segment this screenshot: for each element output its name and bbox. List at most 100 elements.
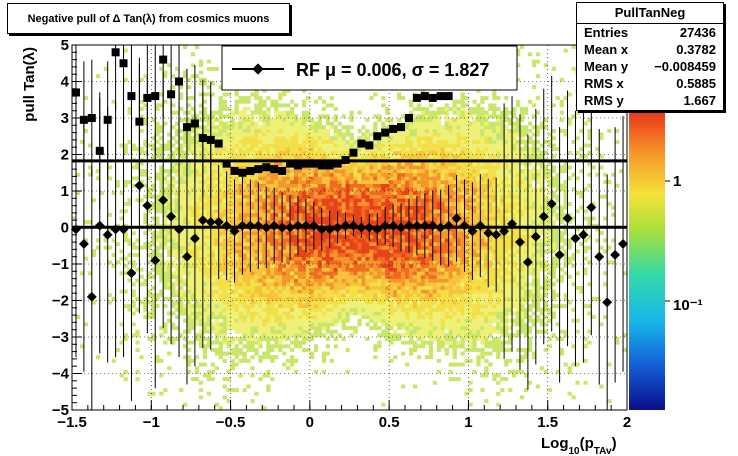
heat-cell: [222, 154, 227, 159]
heat-cell: [282, 274, 287, 279]
heat-cell: [238, 154, 243, 159]
heat-cell: [183, 289, 188, 294]
heat-cell: [373, 231, 378, 236]
heat-cell: [171, 234, 176, 239]
heat-cell: [186, 322, 192, 327]
heat-cell: [234, 201, 239, 206]
heat-cell: [143, 307, 148, 312]
heat-cell: [294, 326, 299, 330]
heat-cell: [274, 191, 279, 195]
heat-cell: [183, 212, 188, 217]
heat-cell: [123, 150, 128, 155]
heat-cell: [349, 231, 354, 236]
heat-cell: [155, 128, 160, 133]
heat-cell: [226, 351, 231, 356]
heat-cell: [420, 110, 426, 115]
heat-cell: [230, 282, 235, 287]
heat-cell: [436, 187, 441, 192]
heat-cell: [159, 136, 164, 141]
heat-cell: [325, 282, 330, 287]
heat-cell: [274, 154, 279, 159]
heat-cell: [286, 326, 291, 330]
heat-cell: [139, 169, 144, 174]
heat-cell: [163, 322, 168, 327]
heat-cell: [167, 318, 172, 323]
heat-cell: [250, 139, 255, 144]
heat-cell: [309, 147, 315, 152]
heat-cell: [389, 187, 394, 192]
heat-cell: [412, 329, 418, 334]
heat-cell: [321, 285, 327, 290]
heat-cell: [230, 300, 235, 305]
heat-cell: [222, 238, 227, 243]
heat-cell: [420, 264, 426, 268]
heat-cell: [333, 256, 338, 261]
heat-cell: [325, 143, 330, 148]
heat-cell: [266, 300, 271, 305]
heat-cell: [305, 212, 311, 217]
heat-cell: [218, 304, 223, 309]
heat-cell: [202, 147, 208, 152]
heat-cell: [405, 340, 410, 345]
heat-cell: [250, 264, 255, 268]
heat-cell: [412, 150, 418, 155]
heat-cell: [424, 289, 430, 294]
heat-cell: [408, 187, 414, 192]
heat-cell: [143, 282, 148, 287]
heat-cell: [397, 176, 402, 181]
heat-cell: [194, 169, 200, 174]
heat-cell: [448, 307, 453, 312]
heat-cell: [250, 92, 255, 97]
heat-cell: [194, 165, 200, 170]
heat-cell: [420, 191, 426, 195]
heat-cell: [258, 125, 263, 130]
heat-cell: [155, 355, 160, 360]
heat-cell: [325, 154, 330, 159]
heat-cell: [167, 194, 172, 199]
heat-cell: [179, 212, 184, 217]
heat-cell: [242, 231, 247, 236]
heat-cell: [309, 118, 315, 122]
heat-cell: [313, 249, 319, 254]
heat-cell: [444, 150, 449, 155]
heat-cell: [282, 198, 287, 203]
heat-cell: [266, 245, 271, 250]
heat-cell: [405, 253, 410, 257]
heat-cell: [424, 340, 430, 345]
heat-cell: [258, 274, 263, 279]
heat-cell: [151, 311, 156, 316]
heat-cell: [397, 150, 402, 155]
heat-cell: [151, 274, 156, 279]
heat-cell: [218, 245, 223, 250]
heat-cell: [286, 333, 291, 338]
heat-cell: [448, 293, 453, 298]
heat-cell: [179, 311, 184, 316]
heat-cell: [341, 176, 346, 181]
heat-cell: [274, 136, 279, 141]
heat-cell: [127, 260, 132, 265]
heat-cell: [416, 169, 422, 174]
heat-cell: [333, 267, 338, 272]
heat-cell: [337, 172, 342, 177]
heat-cell: [408, 285, 414, 290]
heat-cell: [210, 161, 216, 166]
heat-cell: [278, 285, 283, 290]
heat-cell: [444, 169, 449, 174]
heat-cell: [270, 296, 275, 301]
heat-cell: [333, 172, 338, 177]
heat-cell: [214, 136, 219, 141]
heat-cell: [317, 296, 323, 301]
heat-cell: [190, 340, 196, 345]
heat-cell: [325, 245, 330, 250]
heat-cell: [341, 315, 346, 320]
heat-cell: [266, 355, 271, 360]
heat-cell: [345, 260, 350, 265]
heat-cell: [206, 289, 212, 294]
heat-cell: [357, 234, 362, 239]
heat-cell: [317, 289, 323, 294]
heat-cell: [416, 165, 422, 170]
heat-cell: [214, 278, 219, 283]
heat-cell: [282, 201, 287, 206]
heat-cell: [416, 231, 422, 236]
heat-cell: [131, 253, 136, 257]
